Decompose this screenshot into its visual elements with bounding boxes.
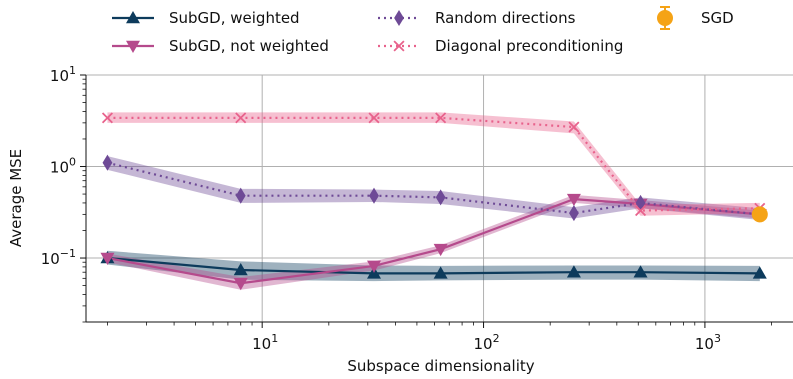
- x-axis-label: Subspace dimensionality: [347, 357, 534, 375]
- series-markers: [100, 112, 768, 291]
- legend-marker: [393, 40, 405, 52]
- point-subgd-not-weighted: [233, 278, 248, 291]
- legend: SubGD, weighted SubGD, not weighted Random…: [112, 6, 734, 55]
- point-random-directions: [369, 187, 379, 204]
- x-tick-label: 102: [473, 332, 499, 353]
- point-subgd-not-weighted: [367, 260, 382, 273]
- point-subgd-weighted: [752, 266, 767, 279]
- x-tick-label: 103: [695, 332, 721, 353]
- point-random-directions: [102, 154, 113, 171]
- band-random-directions: [107, 156, 760, 221]
- point-diagonal-preconditioning: [101, 112, 113, 124]
- axes: 101 102 103 10−1 100 101: [41, 64, 793, 353]
- point-subgd-weighted: [433, 266, 448, 279]
- confidence-bands: [107, 112, 760, 290]
- grid: [86, 74, 793, 322]
- legend-item-diagonal-preconditioning: Diagonal preconditioning: [378, 37, 623, 55]
- point-subgd-not-weighted: [566, 193, 581, 207]
- legend-item-subgd-not-weighted: SubGD, not weighted: [112, 37, 329, 55]
- point-subgd-not-weighted: [433, 243, 448, 257]
- point-diagonal-preconditioning: [435, 112, 447, 124]
- y-axis-label: Average MSE: [7, 149, 25, 247]
- legend-marker: [126, 40, 140, 53]
- legend-label: SGD: [701, 9, 734, 27]
- point-random-directions: [235, 187, 246, 204]
- y-tick-label: 101: [50, 64, 76, 85]
- legend-item-random-directions: Random directions: [378, 9, 576, 27]
- band-subgd-weighted: [107, 250, 760, 282]
- x-tick-label: 101: [252, 332, 278, 353]
- point-diagonal-preconditioning: [235, 112, 247, 124]
- point-subgd-weighted: [233, 263, 248, 276]
- legend-item-subgd-weighted: SubGD, weighted: [112, 9, 300, 27]
- point-random-directions: [569, 205, 579, 222]
- point-subgd-weighted: [633, 265, 648, 278]
- band-diagonal-preconditioning: [107, 112, 760, 216]
- point-diagonal-preconditioning: [368, 112, 380, 124]
- legend-marker: [126, 11, 140, 24]
- legend-marker: [657, 10, 673, 26]
- legend-item-sgd: SGD: [657, 6, 734, 30]
- y-tick-label: 10−1: [41, 247, 76, 268]
- point-subgd-weighted: [566, 265, 581, 278]
- point-subgd-not-weighted: [100, 252, 115, 266]
- legend-label: SubGD, not weighted: [169, 37, 329, 55]
- legend-label: SubGD, weighted: [169, 9, 300, 27]
- point-diagonal-preconditioning: [635, 205, 647, 217]
- legend-marker: [394, 9, 404, 27]
- point-sgd: [751, 206, 768, 223]
- point-diagonal-preconditioning: [568, 121, 580, 133]
- legend-label: Random directions: [435, 9, 576, 27]
- y-tick-label: 100: [50, 156, 76, 177]
- legend-label: Diagonal preconditioning: [435, 37, 623, 55]
- point-random-directions: [435, 189, 446, 206]
